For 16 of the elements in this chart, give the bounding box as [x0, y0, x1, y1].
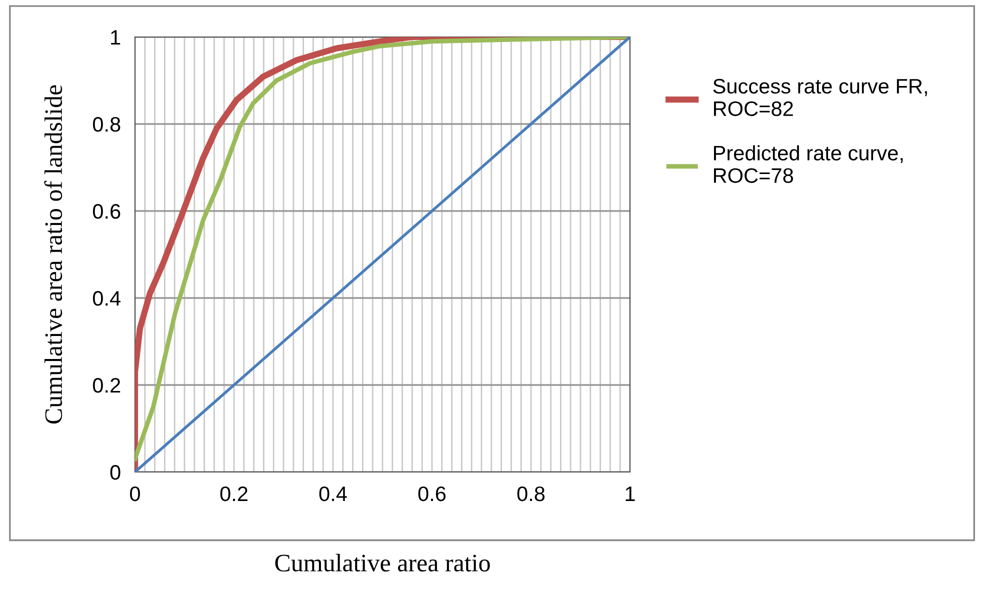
y-tick-label: 0.6 [92, 204, 120, 219]
x-tick-label: 0.6 [418, 486, 446, 502]
y-tick-label: 0.2 [92, 378, 120, 393]
y-tick-label: 1 [111, 30, 120, 45]
y-tick-label: 0.8 [92, 117, 120, 132]
x-tick-label: 0 [130, 486, 140, 502]
legend-label: Success rate curve FR, ROC=82 [713, 78, 927, 116]
x-tick-label: 0.2 [220, 486, 248, 502]
y-tick-label: 0.4 [92, 291, 121, 306]
x-tick-label: 0.4 [319, 486, 347, 502]
y-axis-title: Cumulative area ratio of landslide [44, 85, 62, 424]
x-tick-label: 0.8 [517, 486, 545, 502]
x-tick-label: 1 [626, 486, 635, 501]
y-tick-label: 0 [110, 465, 120, 480]
x-axis-title: Cumulative area ratio [275, 554, 490, 572]
legend-label: Predicted rate curve, ROC=78 [714, 145, 903, 183]
